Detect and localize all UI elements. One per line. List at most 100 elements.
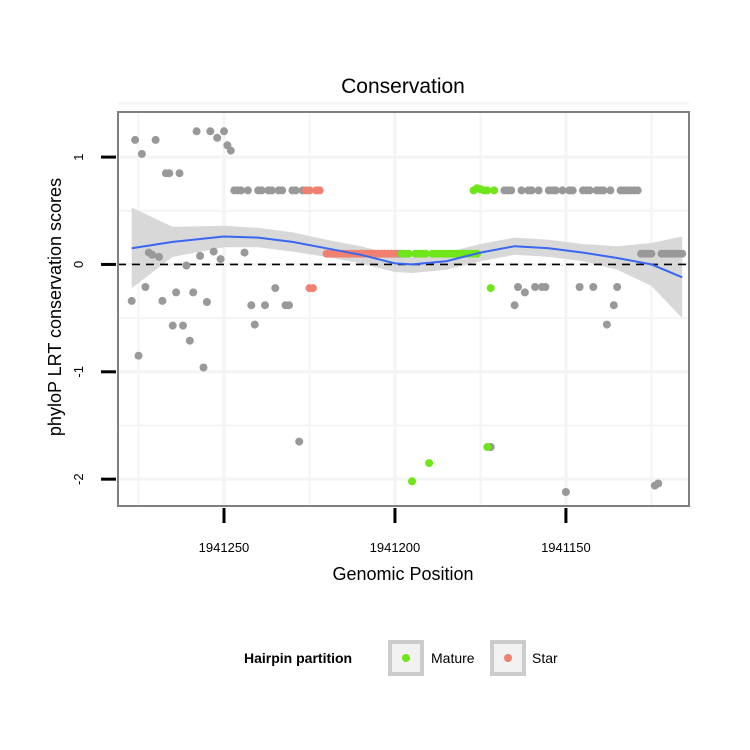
point-other [182, 261, 191, 270]
point-other [527, 186, 536, 195]
point-other [271, 284, 280, 293]
legend-label-star: Star [532, 650, 558, 666]
point-other [226, 146, 235, 155]
point-other [127, 296, 136, 305]
point-other [285, 301, 293, 310]
point-other [175, 169, 184, 178]
point-other [131, 135, 140, 144]
point-other [141, 283, 150, 291]
point-other [240, 248, 249, 257]
point-other [599, 186, 608, 195]
point-other [568, 186, 577, 195]
point-other [196, 251, 205, 260]
point-other [561, 488, 570, 496]
point-star [308, 284, 317, 293]
point-other [216, 255, 225, 264]
point-other [172, 288, 181, 297]
point-other [678, 249, 687, 258]
point-other [609, 301, 618, 310]
point-other [247, 301, 256, 310]
plot-frame [117, 111, 690, 507]
point-star [391, 249, 399, 258]
legend-key-mature-box [388, 640, 424, 676]
point-other [654, 479, 663, 488]
point-other [148, 250, 157, 259]
point-other [534, 186, 543, 195]
point-other [267, 186, 276, 195]
point-other [202, 298, 211, 306]
point-mature [421, 249, 430, 258]
point-other [220, 127, 228, 136]
point-mature [483, 443, 492, 451]
point-other [551, 186, 560, 195]
point-other [192, 127, 201, 136]
point-other [261, 301, 269, 310]
point-other [168, 321, 177, 330]
point-mature [490, 186, 499, 195]
point-other [155, 252, 163, 261]
point-other [520, 288, 529, 297]
legend: Hairpin partition Mature Star [244, 640, 558, 676]
point-other [179, 321, 187, 330]
point-other [291, 186, 300, 195]
point-other [151, 135, 160, 144]
point-other [633, 186, 642, 195]
point-other [589, 283, 598, 291]
series-other [127, 127, 687, 496]
point-other [213, 133, 222, 142]
point-other [185, 336, 194, 345]
legend-title: Hairpin partition [244, 650, 352, 666]
point-other [585, 186, 594, 195]
point-other [531, 283, 540, 291]
point-other [558, 186, 567, 195]
point-mature [483, 186, 492, 195]
confidence-ribbon-layer [131, 207, 683, 319]
legend-key-mature-dot [402, 654, 410, 662]
point-other [199, 363, 208, 372]
y-axis-ticks: 1 0 -1 -2 [71, 153, 116, 485]
x-tick-label: 1941200 [370, 540, 421, 555]
point-mature [425, 459, 434, 468]
point-star [315, 186, 324, 195]
legend-label-mature: Mature [431, 650, 475, 666]
point-other [206, 127, 215, 136]
point-other [278, 186, 287, 195]
point-other [158, 296, 167, 305]
point-other [237, 186, 246, 195]
point-other [606, 186, 615, 195]
point-other [165, 169, 174, 178]
confidence-ribbon [131, 207, 683, 319]
point-other [647, 249, 656, 258]
y-tick-label: -1 [71, 366, 86, 378]
point-other [209, 247, 218, 256]
point-other [602, 320, 611, 329]
point-other [134, 351, 143, 360]
point-other [137, 149, 146, 158]
x-axis-label: Genomic Position [332, 564, 473, 584]
y-tick-label: -2 [71, 473, 86, 485]
chart-title: Conservation [341, 75, 465, 98]
y-axis-label: phyloP LRT conservation scores [45, 178, 65, 436]
x-tick-label: 1941150 [541, 540, 591, 555]
point-other [507, 186, 516, 195]
point-other [575, 283, 584, 291]
point-other [613, 283, 622, 291]
x-axis-ticks: 1941250 1941200 1941150 [199, 508, 591, 555]
y-tick-label: 0 [71, 261, 86, 268]
y-tick-label: 1 [71, 153, 86, 160]
point-other [517, 186, 526, 195]
point-other [514, 283, 522, 291]
plot-panel [118, 112, 689, 506]
point-mature [408, 477, 416, 486]
smooth-line-layer [131, 235, 683, 279]
x-tick-label: 1941250 [199, 540, 250, 555]
point-other [243, 186, 252, 195]
point-other [250, 320, 259, 329]
point-mature [486, 284, 495, 293]
point-other [295, 437, 304, 446]
point-other [510, 301, 519, 310]
series-mature [397, 184, 499, 486]
legend-key-star-dot [504, 654, 512, 662]
smooth-fit-line [131, 235, 683, 279]
